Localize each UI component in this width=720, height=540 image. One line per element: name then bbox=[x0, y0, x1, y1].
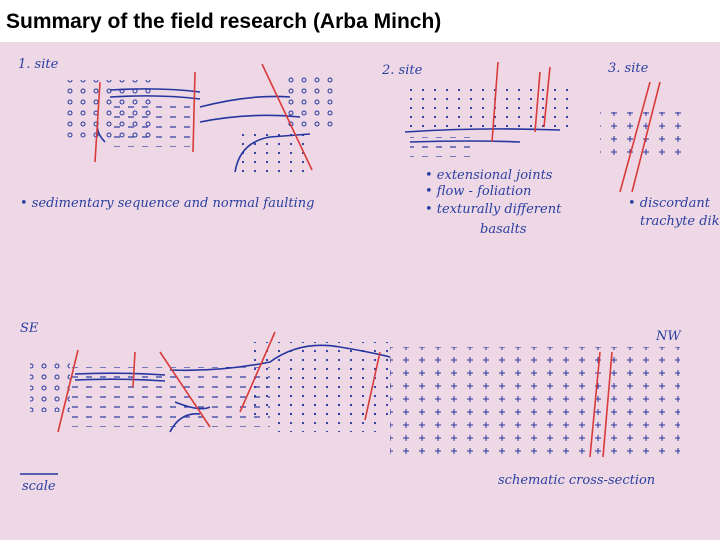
site-note: • discordant bbox=[628, 196, 711, 211]
site-note: • sedimentary sequence and normal faulti… bbox=[20, 196, 314, 211]
section-caption: schematic cross-section bbox=[498, 473, 655, 488]
site-1-drawing bbox=[65, 63, 340, 173]
slide-title: Summary of the field research (Arba Minc… bbox=[6, 10, 442, 33]
site-3-drawing bbox=[600, 81, 690, 193]
site-note: • texturally different bbox=[425, 202, 562, 217]
scale-label: scale bbox=[22, 479, 56, 494]
cross-section-drawing bbox=[30, 331, 680, 458]
section-end-label: NW bbox=[655, 329, 682, 344]
site-note: trachyte dike bbox=[640, 214, 720, 229]
site-note: basalts bbox=[480, 222, 527, 237]
handwritten-labels: 1. site • sedimentary sequence and norma… bbox=[18, 57, 720, 494]
site-label: 2. site bbox=[381, 63, 423, 78]
section-end-label: SE bbox=[20, 321, 39, 336]
site-label: 3. site bbox=[608, 61, 649, 76]
sketch-photo: 1. site • sedimentary sequence and norma… bbox=[0, 42, 720, 540]
site-label: 1. site bbox=[18, 57, 59, 72]
site-note: • extensional joints bbox=[425, 168, 553, 183]
site-note: • flow - foliation bbox=[425, 184, 531, 199]
site-2-drawing bbox=[404, 61, 575, 157]
